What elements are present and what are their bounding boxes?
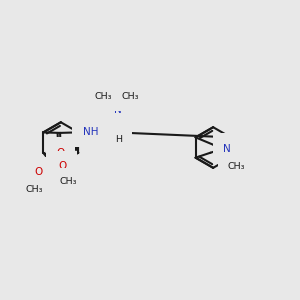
Text: O: O — [56, 148, 65, 158]
Text: CH₃: CH₃ — [26, 184, 43, 194]
Text: NH: NH — [83, 127, 98, 137]
Text: CH₃: CH₃ — [228, 162, 245, 171]
Text: O: O — [58, 161, 67, 171]
Text: CH₃: CH₃ — [60, 177, 77, 186]
Text: CH₃: CH₃ — [122, 92, 139, 101]
Text: CH₃: CH₃ — [95, 92, 112, 101]
Text: N: N — [114, 105, 122, 115]
Text: N: N — [224, 144, 231, 154]
Text: O: O — [35, 167, 43, 177]
Text: H: H — [116, 135, 122, 144]
